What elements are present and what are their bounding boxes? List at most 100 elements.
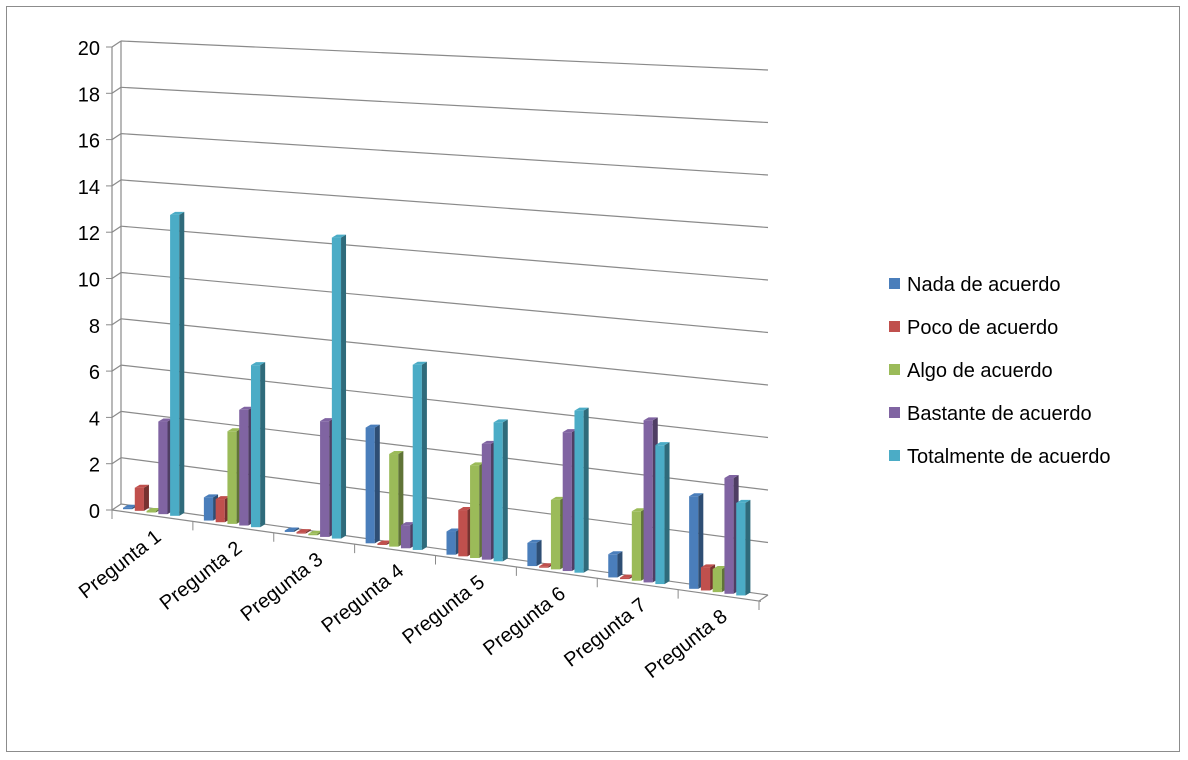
bar-top xyxy=(689,493,704,497)
gridline xyxy=(120,86,769,124)
bar-front xyxy=(412,364,422,550)
bar-top xyxy=(620,574,635,578)
bar-front xyxy=(481,443,492,560)
bar-front xyxy=(227,431,237,524)
bar-top xyxy=(712,565,727,569)
bar-top xyxy=(724,475,739,479)
y-tick-label: 6 xyxy=(89,362,100,384)
bar-side xyxy=(583,407,589,573)
bar-top xyxy=(574,407,589,411)
chart-area: 0 2 4 6 8 10 12 14 16 18 20 Pregunta 1 Pregunta 2 Pr… xyxy=(6,6,1180,752)
bar-side xyxy=(293,527,299,532)
bar xyxy=(296,529,311,534)
bar-top xyxy=(562,429,577,433)
bar-side xyxy=(502,419,508,562)
legend: Nada de acuerdo Poco de acuerdo Algo de ac… xyxy=(889,274,1110,468)
bar-front xyxy=(400,525,411,549)
gridline-depth xyxy=(111,503,122,511)
bar-front xyxy=(134,487,144,511)
bar-top xyxy=(320,418,335,422)
bar-top xyxy=(700,564,716,568)
bar xyxy=(284,527,299,532)
legend-swatch xyxy=(889,278,900,289)
bar-side xyxy=(260,362,266,528)
bar-side xyxy=(421,361,427,550)
x-tick-label: Pregunta 7 xyxy=(560,594,651,672)
bar-front xyxy=(527,542,537,567)
bar-front xyxy=(170,214,180,516)
legend-item: Totalmente de acuerdo xyxy=(889,446,1110,468)
y-tick-label: 2 xyxy=(89,455,100,477)
y-tick-label: 12 xyxy=(78,223,100,245)
bar-side xyxy=(617,551,623,578)
bar xyxy=(412,361,427,550)
axes xyxy=(106,41,769,610)
bar-side xyxy=(341,234,347,539)
bar-front xyxy=(446,531,456,555)
bar-front xyxy=(320,421,330,537)
y-tick-label: 20 xyxy=(78,38,100,60)
y-tick-label: 10 xyxy=(78,270,100,292)
gridline xyxy=(120,179,769,229)
legend-swatch xyxy=(889,450,900,461)
bar-front xyxy=(284,530,294,532)
gridline-depth xyxy=(111,272,122,279)
bar xyxy=(250,362,266,528)
y-tick-label: 14 xyxy=(78,177,100,199)
bar-top xyxy=(250,362,266,366)
gridline-depth xyxy=(111,318,122,326)
bar-side xyxy=(398,451,404,547)
y-tick-label: 16 xyxy=(78,131,100,153)
bar-front xyxy=(689,496,699,589)
y-tick-labels: 0 2 4 6 8 10 12 14 16 18 20 xyxy=(78,38,100,523)
bar-side xyxy=(143,484,149,511)
bar xyxy=(689,493,704,589)
bar-top xyxy=(123,504,138,508)
bar-front xyxy=(643,420,653,583)
bar-top xyxy=(284,527,299,531)
bar-front xyxy=(620,577,630,580)
legend-label: Poco de acuerdo xyxy=(907,317,1058,339)
bar-front xyxy=(736,502,746,596)
bar-top xyxy=(158,418,173,422)
bar-top xyxy=(493,419,508,423)
bar-top xyxy=(400,522,416,526)
x-tick-label: Pregunta 3 xyxy=(237,548,328,626)
gridline xyxy=(120,40,769,71)
legend-label: Algo de acuerdo xyxy=(907,360,1053,382)
x-tick-label: Pregunta 6 xyxy=(479,583,570,661)
bar-front xyxy=(655,445,665,585)
bar-side xyxy=(179,211,185,516)
bar xyxy=(389,451,404,547)
bar-side xyxy=(536,539,542,567)
bar-front xyxy=(493,422,503,562)
legend-item: Bastante de acuerdo xyxy=(889,403,1092,425)
gridline xyxy=(120,271,769,334)
gridline-depth xyxy=(111,40,122,48)
bar-front xyxy=(631,511,641,581)
legend-item: Nada de acuerdo xyxy=(889,274,1060,296)
gridline-depth xyxy=(111,457,122,465)
bar-front xyxy=(239,409,249,526)
y-tick-label: 8 xyxy=(89,316,100,338)
legend-label: Nada de acuerdo xyxy=(907,274,1060,296)
bar-front xyxy=(389,454,399,547)
legend-item: Algo de acuerdo xyxy=(889,360,1053,382)
y-tick-label: 18 xyxy=(78,84,100,106)
legend-label: Bastante de acuerdo xyxy=(907,403,1092,425)
y-tick-label: 4 xyxy=(89,408,100,430)
x-tick-label: Pregunta 1 xyxy=(75,526,166,604)
gridline-depth xyxy=(111,410,122,418)
gridline xyxy=(120,364,769,439)
bar xyxy=(574,407,589,573)
bar-front xyxy=(377,543,387,545)
bar-top xyxy=(631,508,646,512)
bar-top xyxy=(550,496,566,500)
bar-front xyxy=(308,533,318,536)
gridline xyxy=(120,318,769,386)
bar-top xyxy=(146,508,161,512)
bar-front xyxy=(296,532,306,534)
bar-top xyxy=(412,361,427,365)
bar-front xyxy=(562,432,572,572)
bar-front xyxy=(203,497,214,521)
